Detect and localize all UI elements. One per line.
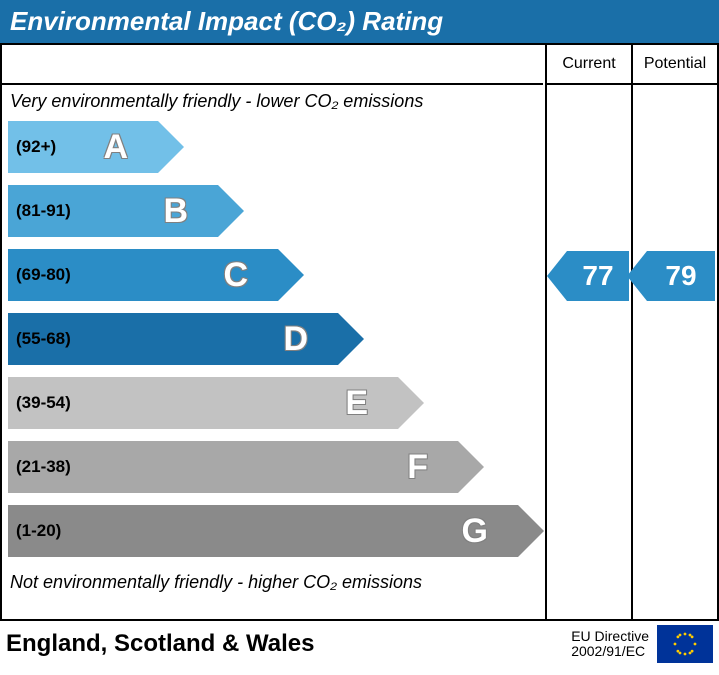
header-spacer	[2, 45, 543, 85]
band-row-c: (69-80) C	[8, 246, 543, 304]
band-row-f: (21-38) F	[8, 438, 543, 496]
value-columns: Current 77 Potential 79	[545, 45, 717, 619]
band-range-c: (69-80)	[16, 265, 71, 285]
bands-list: (92+) A (81-91) B (69-80) C (55-68) D (39-54) E (2…	[2, 118, 543, 560]
band-e: (39-54) E	[8, 377, 398, 429]
band-range-a: (92+)	[16, 137, 56, 157]
chart-body: Very environmentally friendly - lower CO…	[0, 43, 719, 621]
footer-directive: EU Directive 2002/91/EC	[571, 625, 713, 663]
bands-area: Very environmentally friendly - lower CO…	[2, 45, 543, 619]
band-f: (21-38) F	[8, 441, 458, 493]
band-letter-a: A	[103, 128, 128, 167]
band-range-g: (1-20)	[16, 521, 61, 541]
band-letter-f: F	[407, 448, 428, 487]
band-row-a: (92+) A	[8, 118, 543, 176]
footer-region: England, Scotland & Wales	[6, 630, 314, 658]
directive-line1: EU Directive	[571, 628, 649, 644]
band-b: (81-91) B	[8, 185, 218, 237]
band-row-b: (81-91) B	[8, 182, 543, 240]
current-value: 77	[567, 251, 629, 301]
band-letter-d: D	[283, 320, 308, 359]
band-row-d: (55-68) D	[8, 310, 543, 368]
band-letter-c: C	[223, 256, 248, 295]
current-header: Current	[547, 45, 631, 85]
current-pointer: 77	[547, 251, 629, 301]
band-letter-g: G	[462, 512, 488, 551]
potential-pointer: 79	[627, 251, 715, 301]
potential-header: Potential	[633, 45, 717, 85]
band-range-b: (81-91)	[16, 201, 71, 221]
band-range-d: (55-68)	[16, 329, 71, 349]
top-caption: Very environmentally friendly - lower CO…	[2, 85, 543, 118]
band-d: (55-68) D	[8, 313, 338, 365]
band-letter-e: E	[345, 384, 368, 423]
eu-flag-icon	[657, 625, 713, 663]
band-letter-b: B	[163, 192, 188, 231]
band-row-e: (39-54) E	[8, 374, 543, 432]
current-column: Current 77	[545, 45, 631, 619]
directive-text: EU Directive 2002/91/EC	[571, 629, 649, 660]
band-g: (1-20) G	[8, 505, 518, 557]
footer: England, Scotland & Wales EU Directive 2…	[0, 621, 719, 663]
potential-column: Potential 79	[631, 45, 717, 619]
band-c: (69-80) C	[8, 249, 278, 301]
bottom-caption: Not environmentally friendly - higher CO…	[2, 566, 543, 599]
chart-title: Environmental Impact (CO₂) Rating	[0, 0, 719, 43]
band-row-g: (1-20) G	[8, 502, 543, 560]
band-range-f: (21-38)	[16, 457, 71, 477]
directive-line2: 2002/91/EC	[571, 643, 645, 659]
band-a: (92+) A	[8, 121, 158, 173]
title-text: Environmental Impact (CO₂) Rating	[10, 6, 443, 36]
potential-value: 79	[647, 251, 715, 301]
rating-chart-container: Environmental Impact (CO₂) Rating Very e…	[0, 0, 719, 675]
band-range-e: (39-54)	[16, 393, 71, 413]
